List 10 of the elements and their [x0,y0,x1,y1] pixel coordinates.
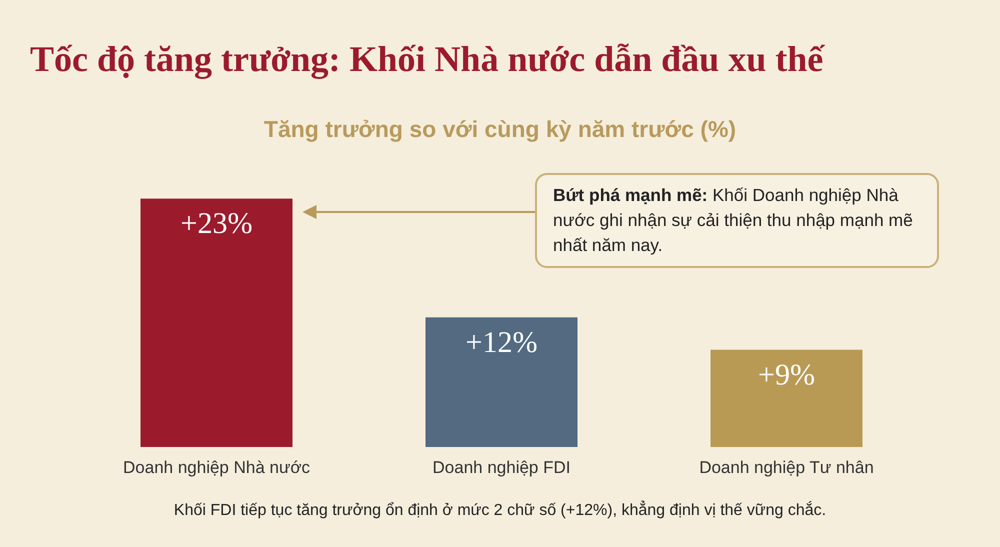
text: Khối FDI tiếp tục tăng trưởng ổn định ở mức 2 chữ số (+12%), khẳng định vị thế vững chắc. [172,502,828,520]
x-tick-label: Doanh nghiệp Nhà nước [123,458,310,477]
x-tick-label: Doanh nghiệp Tư nhân [699,458,874,477]
data-label: +23% [180,207,252,240]
chart-title: Tốc độ tăng trưởng: Khối Nhà nước dẫn đầu xu thế [30,38,824,80]
data-label: +9% [758,358,815,392]
x-tick-label: Doanh nghiệp FDI [432,458,570,477]
data-label: +12% [466,326,538,359]
callout-box: Bứt phá mạnh mẽ: Khối Doanh nghiệp Nhà nước ghi nhận sự cải thiện thu nhập mạnh mẽ nhất năm nay. [535,173,939,268]
chart-subtitle: Tăng trưởng so với cùng kỳ năm trước (%) [262,116,738,143]
